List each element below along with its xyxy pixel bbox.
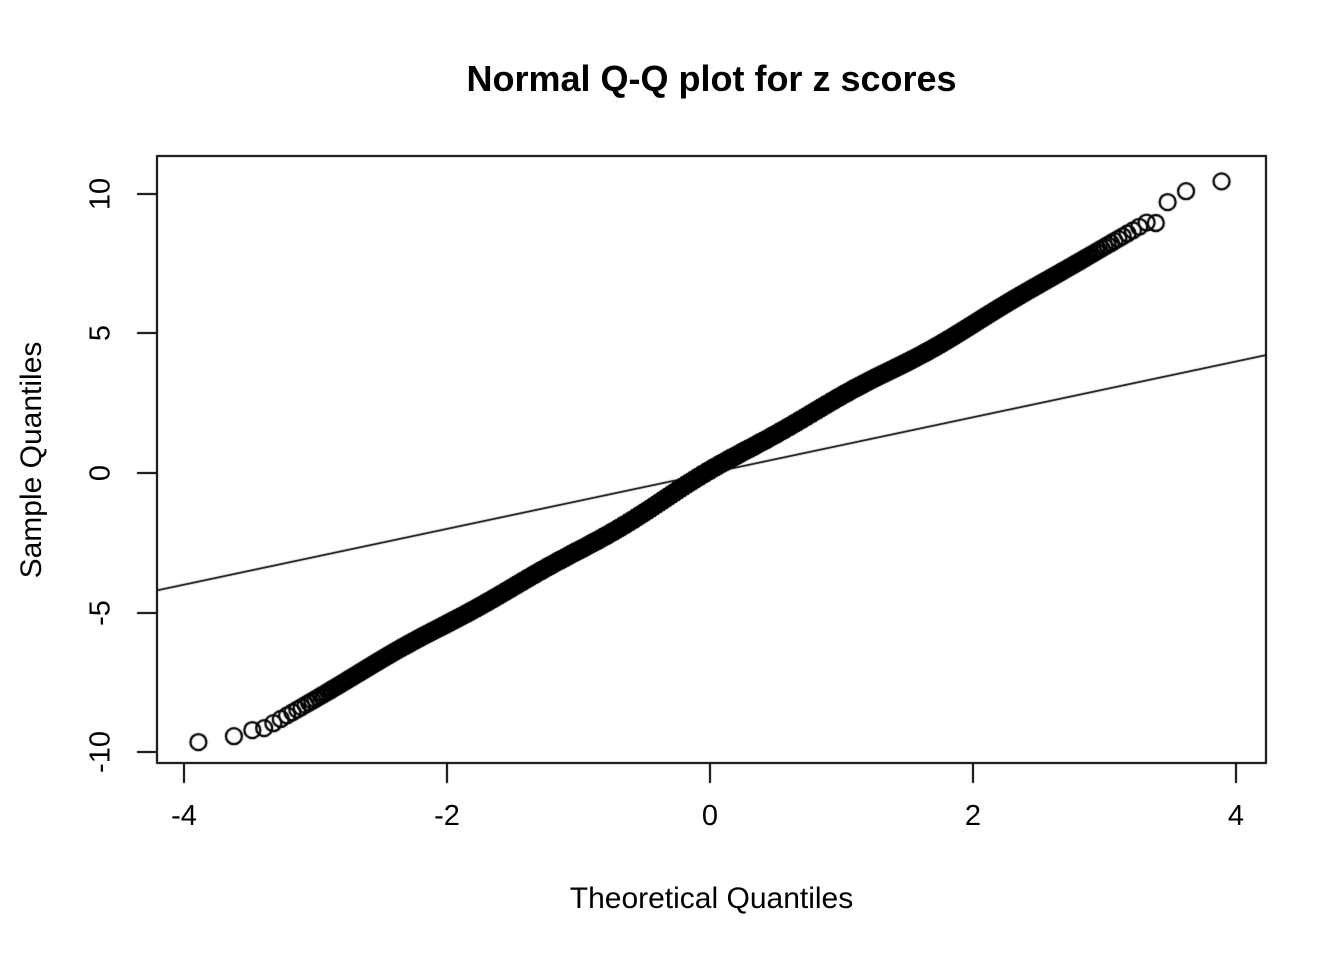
y-tick-label: 0 [84, 464, 117, 482]
x-tick-label: -4 [171, 800, 197, 832]
x-tick-label: 2 [964, 800, 982, 832]
y-tick-label: 10 [84, 177, 117, 211]
x-axis-title: Theoretical Quantiles [569, 882, 854, 915]
y-axis-title: Sample Quantiles [15, 341, 48, 579]
x-tick-label: -2 [434, 800, 460, 832]
x-tick-label: 4 [1227, 800, 1245, 832]
chart-title: Normal Q-Q plot for z scores [466, 58, 957, 99]
y-tick-label: -5 [84, 600, 117, 626]
x-tick-label: 0 [701, 800, 719, 832]
y-tick-label: 5 [84, 324, 117, 342]
y-tick-label: -10 [84, 731, 117, 773]
